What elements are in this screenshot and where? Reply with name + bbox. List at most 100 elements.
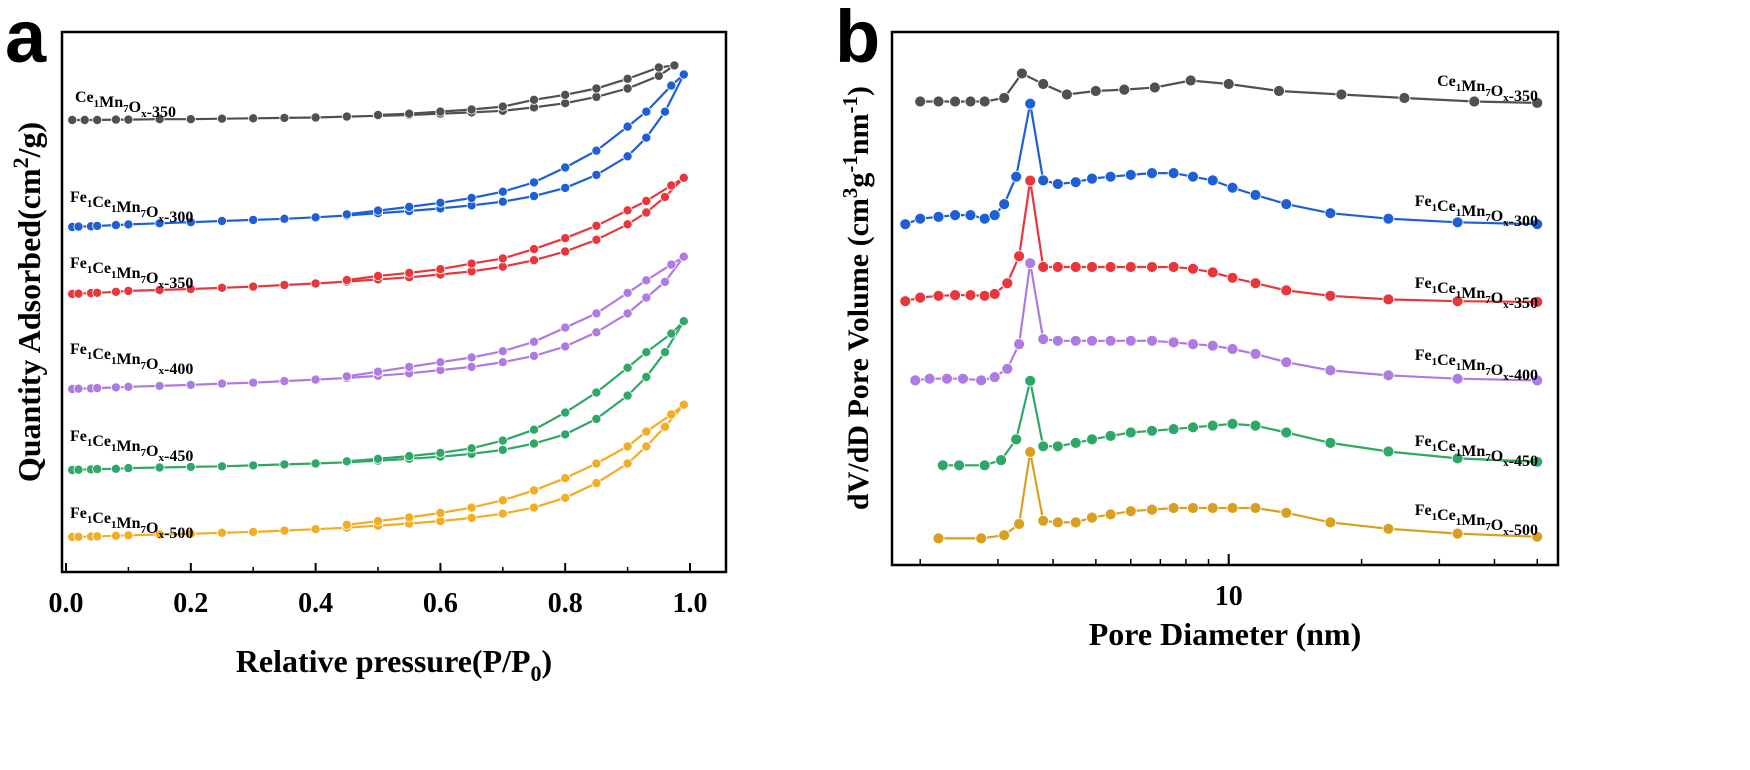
a-data-point	[529, 255, 540, 266]
b-data-point	[1324, 289, 1337, 302]
a-data-point	[435, 106, 446, 117]
a-data-point	[529, 177, 540, 188]
b-data-point	[978, 289, 991, 302]
b-data-point	[1280, 426, 1293, 439]
a-data-point	[641, 426, 652, 437]
a-data-point	[641, 371, 652, 382]
a-data-point	[310, 374, 321, 385]
b-data-point	[988, 288, 1001, 300]
b-data-point	[1249, 277, 1262, 290]
a-xtick-label: 0.0	[49, 588, 84, 619]
a-data-point	[435, 507, 446, 518]
a-xtick-label: 0.4	[298, 588, 333, 619]
b-data-point	[988, 371, 1001, 384]
a-data-point	[279, 279, 290, 290]
b-data-point	[1086, 261, 1098, 273]
b-data-point	[1089, 85, 1102, 97]
a-data-point	[372, 453, 383, 464]
a-data-point	[466, 104, 477, 115]
a-data-point	[497, 495, 508, 506]
a-data-point	[641, 347, 652, 358]
b-data-point	[1382, 522, 1395, 535]
a-series-fe1ce1mn7ox-450	[67, 316, 689, 475]
a-data-point	[279, 213, 290, 224]
a-data-point	[660, 421, 671, 432]
b-data-point	[1148, 81, 1161, 94]
b-data-point	[1051, 440, 1064, 453]
a-data-point	[666, 80, 677, 91]
a-data-point	[529, 485, 540, 496]
a-xtick-label: 1.0	[673, 588, 708, 619]
a-data-point	[248, 214, 259, 225]
b-data-point	[1187, 170, 1199, 183]
a-data-point	[216, 282, 227, 293]
a-xtick-label: 0.6	[423, 588, 458, 619]
b-data-point	[1037, 514, 1050, 527]
b-data-point	[1206, 174, 1219, 187]
b-data-point	[1206, 339, 1219, 352]
b-data-point	[1531, 218, 1544, 231]
b-data-point	[998, 198, 1011, 211]
panel-b-letter: b	[835, 0, 880, 78]
a-data-point	[435, 357, 446, 368]
b-data-point	[1167, 423, 1180, 436]
a-series-label-fe1ce1mn7ox-300: Fe1Ce1Mn7Ox-300	[70, 189, 193, 226]
b-data-point	[1324, 364, 1337, 377]
b-data-point	[1187, 421, 1199, 434]
a-data-point	[110, 382, 121, 393]
b-data-point	[1037, 333, 1050, 346]
a-data-point	[79, 115, 90, 126]
b-data-point	[1146, 261, 1158, 273]
b-data-point	[953, 459, 965, 472]
panel-a-y-axis-label: Quantity Adsorbed(cm2/g)	[8, 122, 47, 482]
a-data-point	[497, 186, 508, 197]
b-data-point	[1024, 174, 1037, 187]
b-data-point	[1382, 293, 1395, 306]
b-data-point	[923, 372, 936, 385]
b-data-point	[978, 459, 991, 472]
panel-b-plot-area	[899, 67, 1544, 545]
b-data-point	[932, 95, 945, 108]
b-data-point	[1167, 167, 1180, 180]
a-data-point	[591, 145, 602, 156]
a-data-point	[497, 196, 508, 207]
a-data-point	[560, 341, 571, 352]
b-data-point	[909, 374, 922, 387]
b-data-point	[1051, 516, 1064, 529]
b-data-point	[978, 95, 991, 108]
a-data-point	[435, 197, 446, 208]
b-data-point	[1531, 295, 1544, 308]
a-series-fe1ce1mn7ox-300	[67, 69, 689, 232]
panel-a-x-axis-label: Relative pressure(P/P0)	[236, 643, 552, 686]
b-data-point	[964, 95, 977, 108]
a-data-point	[666, 259, 677, 270]
b-data-point	[998, 92, 1011, 104]
b-series-label-fe1ce1mn7ox-300: Fe1Ce1Mn7Ox-300	[1415, 193, 1538, 230]
a-data-point	[185, 217, 196, 228]
a-data-point	[123, 114, 134, 125]
b-data-point	[899, 218, 912, 231]
a-data-point	[497, 357, 508, 368]
a-data-point	[67, 115, 78, 126]
a-data-point	[653, 70, 664, 81]
b-data-point	[957, 372, 969, 385]
a-data-point	[110, 220, 121, 231]
b-data-point	[1146, 334, 1158, 347]
a-data-point	[641, 207, 652, 218]
a-data-point	[497, 444, 508, 455]
b-data-point	[1086, 511, 1098, 524]
b-data-point	[1104, 261, 1117, 273]
b-data-point	[1382, 212, 1395, 225]
a-data-point	[92, 287, 103, 298]
a-data-point	[154, 380, 165, 391]
a-data-point	[591, 478, 602, 489]
a-data-point	[310, 112, 321, 123]
b-data-point	[1104, 429, 1117, 442]
a-data-point	[529, 424, 540, 435]
panel-b-x-axis: 10	[919, 554, 1538, 612]
a-data-point	[560, 246, 571, 257]
a-data-point	[73, 288, 84, 299]
a-data-point	[404, 361, 415, 372]
a-data-point	[529, 438, 540, 449]
